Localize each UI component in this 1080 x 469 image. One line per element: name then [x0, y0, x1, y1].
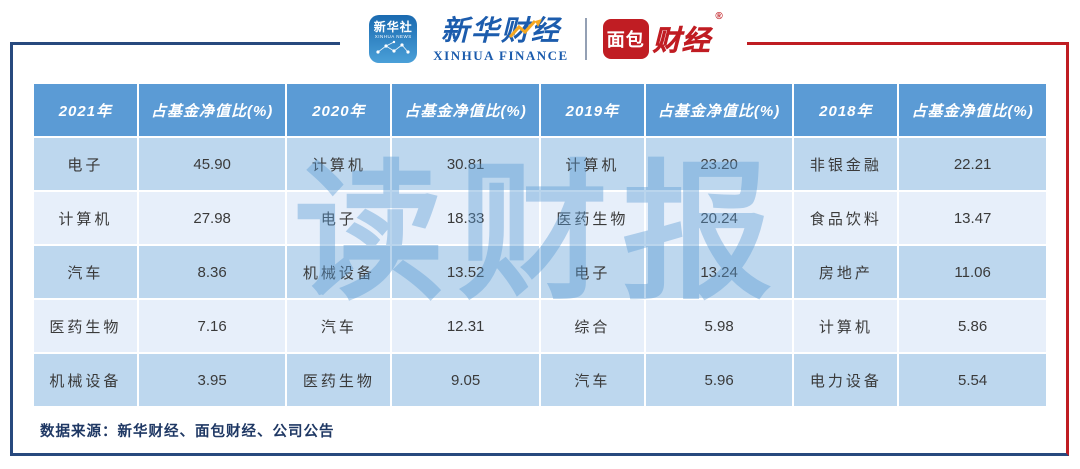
value-cell: 13.47	[899, 192, 1046, 244]
industry-cell: 汽车	[287, 300, 391, 352]
xinhua-finance-en: XINHUA FINANCE	[433, 47, 569, 63]
brand-header: 新华社 XINHUA NEWS 新华财经 XINHUA FINANC	[0, 6, 1080, 72]
value-cell: 45.90	[138, 138, 286, 190]
col-header-2020: 2020年	[287, 84, 391, 136]
industry-cell: 医药生物	[287, 354, 391, 406]
industry-cell: 电力设备	[794, 354, 898, 406]
industry-cell: 计算机	[34, 192, 137, 244]
value-cell: 20.24	[645, 192, 793, 244]
industry-cell: 非银金融	[794, 138, 898, 190]
table-row: 汽车 8.36 机械设备 13.52 电子 13.24 房地产 11.06	[34, 246, 1046, 298]
industry-cell: 医药生物	[34, 300, 137, 352]
col-header-pct-2020: 占基金净值比(%)	[392, 84, 539, 136]
value-cell: 9.05	[392, 354, 539, 406]
xinhua-finance-cn: 新华财经	[440, 14, 561, 46]
industry-cell: 房地产	[794, 246, 898, 298]
network-dots-icon	[376, 40, 410, 54]
col-header-2018: 2018年	[794, 84, 898, 136]
col-header-2021: 2021年	[34, 84, 137, 136]
value-cell: 5.98	[645, 300, 793, 352]
bread-finance-logo: 面包 财经 ®	[602, 11, 723, 59]
industry-cell: 汽车	[34, 246, 137, 298]
value-cell: 5.86	[899, 300, 1046, 352]
registered-mark: ®	[715, 11, 723, 22]
bread-finance-box: 面包	[602, 19, 649, 59]
value-cell: 3.95	[138, 354, 286, 406]
value-cell: 13.52	[392, 246, 539, 298]
table-row: 电子 45.90 计算机 30.81 计算机 23.20 非银金融 22.21	[34, 138, 1046, 190]
data-source-note: 数据来源：新华财经、面包财经、公司公告	[40, 424, 335, 440]
holdings-table-wrap: 2021年 占基金净值比(%) 2020年 占基金净值比(%) 2019年 占基…	[32, 82, 1048, 408]
industry-cell: 电子	[287, 192, 391, 244]
value-cell: 5.96	[645, 354, 793, 406]
industry-cell: 机械设备	[34, 354, 137, 406]
table-row: 机械设备 3.95 医药生物 9.05 汽车 5.96 电力设备 5.54	[34, 354, 1046, 406]
value-cell: 11.06	[899, 246, 1046, 298]
col-header-pct-2018: 占基金净值比(%)	[899, 84, 1046, 136]
industry-cell: 食品饮料	[794, 192, 898, 244]
value-cell: 5.54	[899, 354, 1046, 406]
industry-cell: 计算机	[794, 300, 898, 352]
table-row: 医药生物 7.16 汽车 12.31 综合 5.98 计算机 5.86	[34, 300, 1046, 352]
col-header-pct-2019: 占基金净值比(%)	[645, 84, 793, 136]
value-cell: 13.24	[645, 246, 793, 298]
value-cell: 30.81	[392, 138, 539, 190]
table-row: 计算机 27.98 电子 18.33 医药生物 20.24 食品饮料 13.47	[34, 192, 1046, 244]
holdings-table: 2021年 占基金净值比(%) 2020年 占基金净值比(%) 2019年 占基…	[32, 82, 1048, 408]
industry-cell: 综合	[540, 300, 644, 352]
xinhua-news-sublabel: XINHUA NEWS	[374, 34, 412, 39]
industry-cell: 计算机	[540, 138, 644, 190]
value-cell: 22.21	[899, 138, 1046, 190]
xinhua-finance-logo: 新华财经 XINHUA FINANCE	[433, 14, 569, 63]
value-cell: 27.98	[138, 192, 286, 244]
value-cell: 7.16	[138, 300, 286, 352]
industry-cell: 机械设备	[287, 246, 391, 298]
bread-finance-box-text: 面包	[606, 30, 645, 50]
table-header-row: 2021年 占基金净值比(%) 2020年 占基金净值比(%) 2019年 占基…	[34, 84, 1046, 136]
bread-finance-suffix: 财经	[652, 25, 711, 57]
industry-cell: 医药生物	[540, 192, 644, 244]
value-cell: 12.31	[392, 300, 539, 352]
col-header-pct-2021: 占基金净值比(%)	[138, 84, 286, 136]
xinhua-news-label: 新华社	[373, 20, 413, 34]
col-header-2019: 2019年	[540, 84, 644, 136]
value-cell: 18.33	[392, 192, 539, 244]
industry-cell: 电子	[34, 138, 137, 190]
industry-cell: 电子	[540, 246, 644, 298]
industry-cell: 汽车	[540, 354, 644, 406]
xinhua-news-app-icon: 新华社 XINHUA NEWS	[369, 15, 418, 63]
industry-cell: 计算机	[287, 138, 391, 190]
logo-divider	[584, 18, 587, 60]
lightning-chart-icon	[508, 18, 542, 38]
value-cell: 8.36	[138, 246, 286, 298]
value-cell: 23.20	[645, 138, 793, 190]
outer-frame	[10, 42, 1069, 456]
